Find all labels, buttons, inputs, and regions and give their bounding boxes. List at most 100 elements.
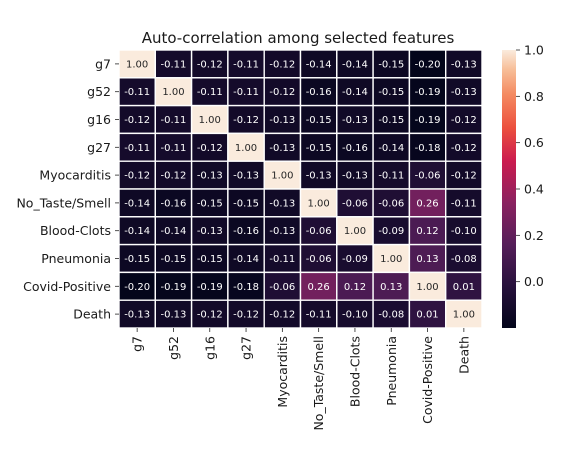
heatmap-cell [263, 188, 302, 218]
cell-value-label: -0.10 [451, 226, 477, 237]
cell-value-label: -0.12 [269, 59, 295, 70]
cell-value-label: -0.11 [161, 59, 187, 70]
cell-value-label: -0.19 [415, 115, 441, 126]
heatmap-cell [408, 299, 447, 329]
heatmap-cell [372, 49, 411, 79]
cell-value-label: 0.12 [416, 226, 438, 237]
heatmap-cell [190, 104, 229, 135]
column-label: Blood-Clots [347, 336, 362, 407]
colorbar-tick-label: 0.6 [524, 135, 544, 150]
cell-value-label: -0.11 [124, 143, 150, 154]
cell-value-label: -0.11 [233, 59, 259, 70]
cell-value-label: -0.14 [124, 198, 150, 209]
cell-value-label: -0.15 [306, 115, 332, 126]
row-label: Myocarditis [39, 168, 111, 183]
cell-value-label: -0.11 [124, 87, 150, 98]
cell-value-label: -0.14 [306, 59, 332, 70]
row-label: No_Taste/Smell [16, 195, 111, 210]
cell-value-label: -0.15 [233, 198, 259, 209]
cell-value-label: -0.12 [269, 87, 295, 98]
column-labels: g7 g52 g16 g27 Myocarditis No_Taste/Smell Bloo… [130, 328, 471, 431]
cell-value-label: -0.14 [342, 59, 368, 70]
heatmap-cell [445, 243, 483, 274]
heatmap-cell [227, 243, 265, 274]
cell-value-label: -0.06 [269, 282, 295, 293]
cell-value-label: -0.09 [342, 254, 368, 265]
heatmap-cell [372, 243, 411, 274]
heatmap-cell [118, 299, 156, 329]
cell-value-label: -0.11 [197, 87, 223, 98]
heatmap-cell [372, 216, 411, 246]
column-label: Death [456, 336, 471, 374]
heatmap-cell [336, 299, 374, 329]
cell-value-label: -0.12 [124, 171, 150, 182]
heatmap-cell [445, 299, 483, 329]
cell-value-label: 1.00 [235, 143, 257, 154]
cell-value-label: -0.13 [161, 310, 187, 321]
cell-value-label: -0.12 [161, 171, 187, 182]
cell-value-label: -0.16 [233, 226, 259, 237]
heatmap-cell [263, 271, 302, 301]
cell-value-label: -0.13 [342, 115, 368, 126]
cell-value-label: -0.18 [415, 143, 441, 154]
cell-value-label: -0.11 [306, 310, 332, 321]
column-label: g7 [130, 336, 145, 352]
row-label: g7 [95, 56, 111, 71]
cell-value-label: -0.11 [451, 198, 477, 209]
cell-value-label: -0.09 [378, 226, 404, 237]
cell-value-label: -0.20 [415, 59, 441, 70]
cell-value-label: -0.12 [451, 143, 477, 154]
heatmap-cell [299, 188, 338, 218]
heatmap-cell [299, 216, 338, 246]
cell-value-label: 1.00 [126, 59, 148, 70]
heatmap-cell [445, 49, 483, 79]
heatmap-cell [299, 160, 338, 190]
column-label: Covid-Positive [420, 336, 435, 424]
heatmap-cell [408, 188, 447, 218]
heatmap-cell [118, 216, 156, 246]
cell-value-label: -0.13 [269, 198, 295, 209]
heatmap-cell [408, 104, 447, 135]
heatmap-cell [154, 77, 193, 107]
cell-value-label: -0.12 [451, 115, 477, 126]
cell-value-label: -0.12 [233, 310, 259, 321]
heatmap-cell [408, 77, 447, 107]
cell-value-label: -0.20 [124, 282, 150, 293]
cell-value-label: -0.06 [342, 198, 368, 209]
cell-value-label: -0.06 [378, 198, 404, 209]
cell-value-label: 0.26 [308, 282, 330, 293]
heatmap-cell [118, 188, 156, 218]
heatmap-cell [263, 160, 302, 190]
cell-value-label: 1.00 [162, 87, 184, 98]
cell-value-label: -0.15 [378, 115, 404, 126]
cell-value-label: -0.12 [269, 310, 295, 321]
chart-title: Auto-correlation among selected features [142, 29, 455, 47]
cell-value-label: -0.12 [197, 143, 223, 154]
cell-value-label: -0.11 [378, 171, 404, 182]
cell-value-label: -0.15 [306, 143, 332, 154]
cell-value-label: -0.13 [451, 59, 477, 70]
row-label: g52 [87, 84, 111, 99]
cell-value-label: -0.16 [342, 143, 368, 154]
heatmap-cell [336, 104, 374, 135]
cell-value-label: -0.15 [161, 254, 187, 265]
cell-value-label: 0.26 [416, 198, 438, 209]
cell-value-label: -0.12 [233, 115, 259, 126]
heatmap-cell [299, 132, 338, 162]
cell-value-label: -0.10 [342, 310, 368, 321]
cell-value-label: 0.01 [453, 282, 475, 293]
heatmap-cell [372, 299, 411, 329]
cell-value-label: -0.13 [269, 115, 295, 126]
colorbar-tick-label: 0.2 [524, 228, 544, 243]
cell-value-label: -0.12 [197, 310, 223, 321]
heatmap-cell [190, 243, 229, 274]
heatmap-cell [263, 243, 302, 274]
heatmap-cell [445, 104, 483, 135]
row-labels: g7 g52 g16 g27 Myocarditis No_Taste/Smell Bloo… [16, 56, 119, 322]
row-label: Covid-Positive [23, 279, 111, 294]
cell-value-label: -0.19 [197, 282, 223, 293]
heatmap-cell [227, 216, 265, 246]
colorbar-tick-label: 0.4 [524, 182, 544, 197]
cell-value-label: -0.14 [233, 254, 259, 265]
heatmap-cell [336, 132, 374, 162]
